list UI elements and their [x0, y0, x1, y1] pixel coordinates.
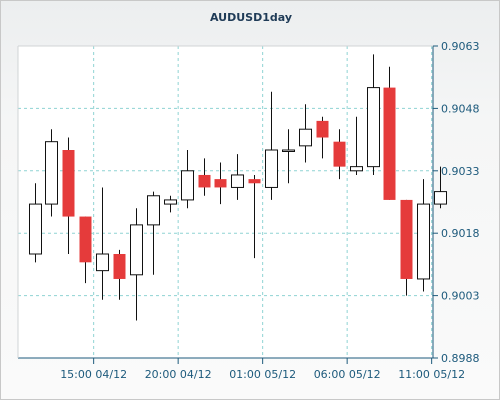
candle	[79, 216, 92, 284]
candle-body-bearish	[79, 216, 92, 263]
candle-body-bearish	[383, 87, 396, 200]
candle	[62, 137, 75, 254]
y-tick-label: 0.8988	[441, 352, 480, 365]
candle-body-bullish	[29, 203, 42, 255]
candle-body-bullish	[96, 253, 109, 272]
candle-body-bearish	[248, 179, 261, 184]
candle-body-bearish	[333, 141, 346, 167]
candle	[350, 116, 363, 175]
candle	[333, 129, 346, 180]
candle	[45, 129, 58, 217]
candle-body-bearish	[198, 174, 211, 188]
candle	[282, 129, 295, 184]
candle-body-bullish	[181, 170, 194, 201]
x-tick-label: 01:00 05/12	[229, 368, 296, 381]
candle-body-bullish	[282, 149, 295, 152]
y-tick-label: 0.9018	[441, 227, 480, 240]
y-tick-label: 0.9033	[441, 165, 480, 178]
candle-body-bullish	[367, 87, 380, 168]
candle-body-bearish	[214, 179, 227, 188]
candle	[181, 150, 194, 209]
plot-area	[18, 46, 433, 358]
candle	[130, 208, 143, 321]
candle-body-bearish	[62, 150, 75, 217]
candle	[147, 191, 160, 275]
candle	[231, 154, 244, 200]
candle-body-bullish	[147, 195, 160, 226]
chart-title: AUDUSD1day	[210, 11, 292, 24]
candle-body-bearish	[400, 199, 413, 279]
x-tick-label: 15:00 04/12	[60, 368, 127, 381]
candle	[96, 187, 109, 300]
y-tick-label: 0.9063	[441, 40, 480, 53]
candles	[29, 54, 447, 321]
candle	[299, 104, 312, 163]
candle-body-bullish	[164, 199, 177, 205]
candle	[214, 162, 227, 205]
candle-body-bullish	[299, 128, 312, 147]
y-tick-label: 0.9048	[441, 102, 480, 115]
candle-body-bullish	[130, 224, 143, 276]
candle	[417, 179, 430, 292]
candle-body-bullish	[350, 166, 363, 172]
candle-body-bearish	[113, 254, 126, 279]
candle	[434, 166, 447, 209]
candle	[198, 158, 211, 196]
candle-body-bullish	[231, 174, 244, 188]
candle-body-bullish	[417, 203, 430, 280]
candle	[164, 195, 177, 213]
candle	[248, 174, 261, 259]
candle-body-bullish	[45, 141, 58, 205]
y-tick-label: 0.9003	[441, 290, 480, 303]
candle	[265, 91, 278, 200]
x-tick-label: 06:00 05/12	[314, 368, 381, 381]
candle-body-bullish	[265, 149, 278, 188]
x-tick-label: 20:00 04/12	[145, 368, 212, 381]
candle	[316, 116, 329, 159]
grid	[18, 45, 433, 358]
candle	[113, 249, 126, 300]
candle-body-bullish	[434, 191, 447, 205]
candle	[367, 54, 380, 175]
axes: 0.8988 0.9003 0.9018 0.9033 0.9048 0.9063 15:0…	[17, 40, 480, 381]
candle-body-bearish	[316, 120, 329, 138]
x-tick-label: 11:00 05/12	[398, 368, 465, 381]
candle	[400, 199, 413, 296]
candle	[383, 66, 396, 200]
candle	[29, 183, 42, 263]
